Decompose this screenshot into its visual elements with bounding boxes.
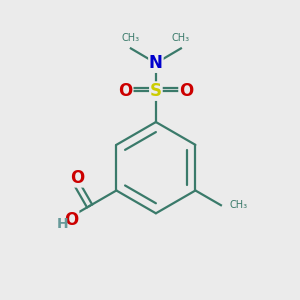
Text: CH₃: CH₃ [172,33,190,43]
Text: O: O [118,82,133,100]
Text: N: N [149,54,163,72]
Text: O: O [64,211,79,229]
Text: O: O [179,82,193,100]
Text: CH₃: CH₃ [229,200,247,210]
Text: S: S [150,82,162,100]
Text: O: O [70,169,85,187]
Text: CH₃: CH₃ [122,33,140,43]
Text: H: H [57,217,68,231]
